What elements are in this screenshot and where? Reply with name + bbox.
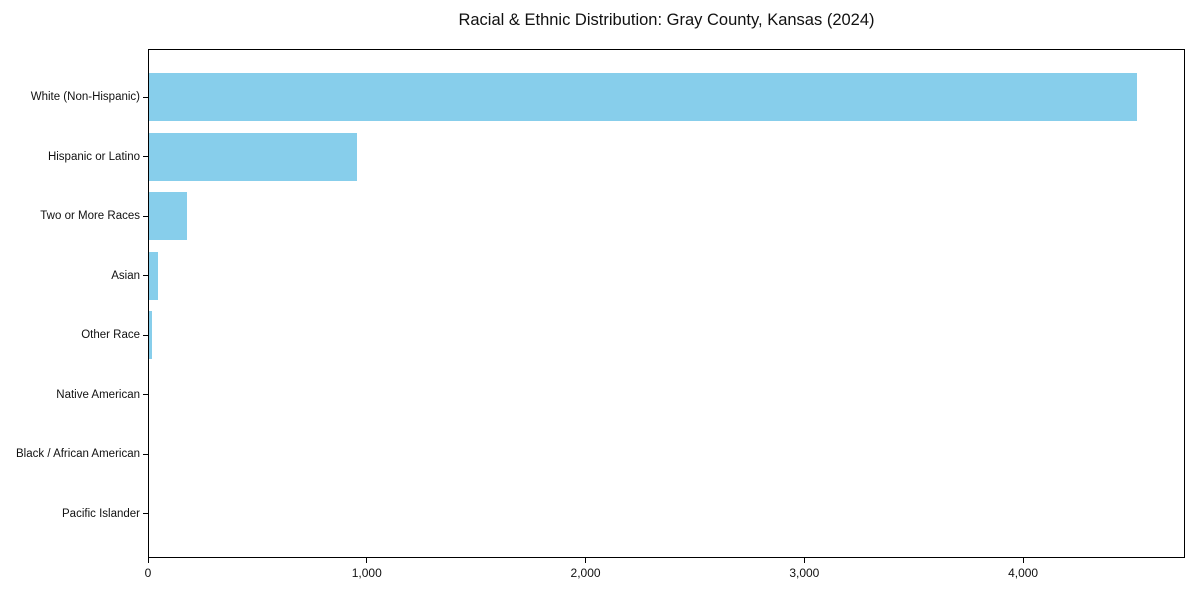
y-tick-mark [143, 96, 148, 98]
y-tick-mark [143, 394, 148, 396]
x-tick-mark [366, 558, 368, 563]
y-axis-label: Two or More Races [40, 210, 140, 223]
x-tick-mark [1022, 558, 1024, 563]
y-axis-label: Black / African American [16, 448, 140, 461]
y-axis-label: Other Race [81, 329, 140, 342]
chart-title: Racial & Ethnic Distribution: Gray Count… [458, 11, 875, 29]
y-tick-mark [143, 275, 148, 277]
x-tick-label: 0 [144, 566, 152, 580]
y-tick-mark [143, 215, 148, 217]
y-axis-label: Pacific Islander [62, 507, 140, 520]
x-tick-label: 4,000 [1008, 566, 1039, 580]
x-tick-label: 2,000 [570, 566, 601, 580]
bar [149, 132, 357, 181]
y-axis-label: Hispanic or Latino [47, 150, 140, 163]
bar [149, 311, 152, 360]
x-tick-mark [803, 558, 805, 563]
y-tick-mark [143, 513, 148, 515]
y-axis-label: White (Non-Hispanic) [30, 91, 140, 103]
bar [149, 73, 1137, 121]
x-tick-mark [147, 558, 149, 563]
x-tick-label: 3,000 [789, 566, 820, 580]
x-tick-mark [585, 558, 587, 563]
bar [149, 192, 187, 241]
bar [149, 251, 158, 300]
y-axis-label: Asian [111, 269, 140, 282]
y-tick-mark [143, 334, 148, 336]
plot-area [148, 49, 1185, 558]
x-tick-label: 1,000 [351, 566, 382, 580]
y-tick-mark [143, 453, 148, 455]
y-tick-mark [143, 156, 148, 158]
y-axis-label: Native American [56, 388, 140, 401]
